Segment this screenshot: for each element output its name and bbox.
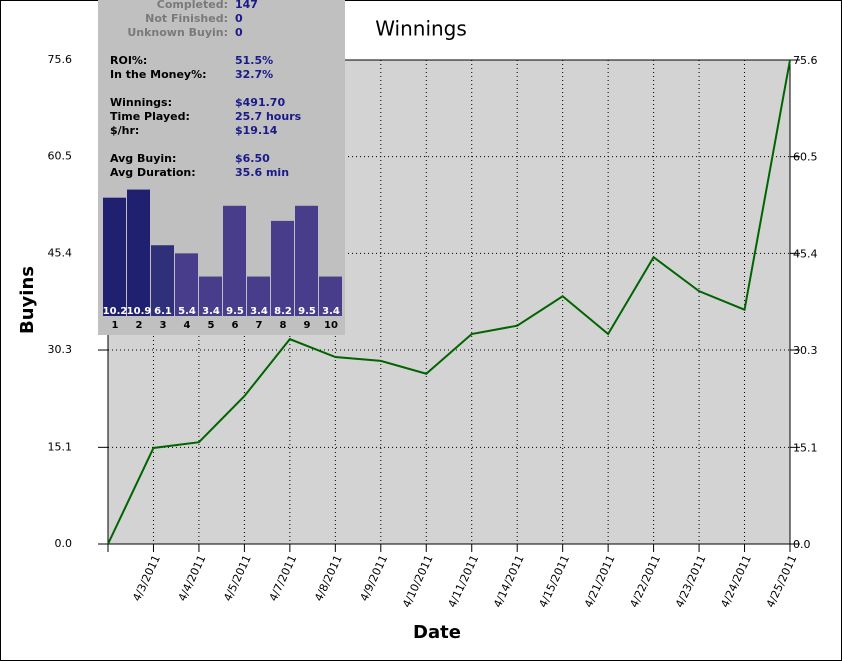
y-tick-label: 60.5 — [48, 150, 73, 163]
histogram-category-label: 3 — [160, 320, 167, 331]
histogram-bar — [295, 205, 318, 316]
stat-label: ROI%: — [110, 54, 147, 67]
histogram-value-label: 3.4 — [322, 306, 340, 317]
y-tick-label: 75.6 — [48, 53, 73, 66]
data-line — [107, 59, 791, 545]
histogram-category-label: 7 — [256, 320, 263, 331]
histogram-category-label: 5 — [208, 320, 215, 331]
stat-value: 147 — [235, 0, 258, 11]
histogram-category-label: 2 — [136, 320, 143, 331]
stat-value: 0 — [235, 12, 243, 25]
histogram-bar — [103, 197, 126, 316]
histogram-category-label: 9 — [304, 320, 311, 331]
histogram-bar — [199, 276, 222, 316]
stat-value: 35.6 min — [235, 166, 289, 179]
stat-label: In the Money%: — [110, 68, 207, 81]
stat-value: 51.5% — [235, 54, 273, 67]
histogram-category-label: 10 — [324, 320, 338, 331]
y-tick-label: 45.4 — [48, 246, 73, 259]
y2-tick-label: 15.1 — [793, 441, 818, 454]
stat-label: Unknown Buyin: — [127, 26, 228, 39]
y2-tick-label: 75.6 — [793, 54, 818, 67]
histogram-value-label: 6.1 — [154, 306, 172, 317]
histogram-bar — [319, 276, 342, 316]
histogram-value-label: 3.4 — [202, 306, 220, 317]
histogram-bar — [271, 220, 294, 316]
stat-value: 25.7 hours — [235, 110, 302, 123]
histogram-value-label: 9.5 — [298, 306, 316, 317]
stat-label: Time Played: — [110, 110, 190, 123]
histogram-bar — [127, 189, 150, 316]
chart-title: Winnings — [375, 17, 467, 41]
histogram-bar — [223, 205, 246, 316]
y-tick-label: 0.0 — [55, 537, 73, 550]
histogram-value-label: 8.2 — [274, 306, 292, 317]
stat-label: Winnings: — [110, 96, 172, 109]
stat-label: $/hr: — [110, 124, 139, 137]
stat-value: 0 — [235, 26, 243, 39]
y-tick-label: 30.3 — [48, 343, 73, 356]
y-axis-title: Buyins — [17, 266, 38, 334]
histogram-category-label: 6 — [232, 320, 239, 331]
histogram-category-label: 1 — [112, 320, 119, 331]
stat-value: $19.14 — [235, 124, 278, 137]
histogram-value-label: 5.4 — [178, 306, 196, 317]
x-axis-title: Date — [413, 622, 461, 643]
histogram-bar — [247, 276, 270, 316]
histogram-bar — [175, 253, 198, 316]
histogram-category-label: 4 — [184, 320, 191, 331]
y2-tick-label: 45.4 — [793, 247, 818, 260]
histogram-value-label: 9.5 — [226, 306, 244, 317]
stat-label: Completed: — [157, 0, 228, 11]
stat-value: $6.50 — [235, 152, 270, 165]
y2-tick-label: 60.5 — [793, 151, 818, 164]
y2-tick-label: 30.3 — [793, 344, 818, 357]
stat-value: $491.70 — [235, 96, 285, 109]
y2-tick-label: 0.0 — [793, 538, 811, 551]
stat-label: Avg Duration: — [110, 166, 196, 179]
stat-label: Not Finished: — [145, 12, 228, 25]
histogram-category-label: 8 — [280, 320, 287, 331]
histogram-value-label: 10.9 — [127, 306, 152, 317]
histogram-value-label: 3.4 — [250, 306, 268, 317]
stat-value: 32.7% — [235, 68, 273, 81]
y-tick-label: 15.1 — [48, 440, 73, 453]
stat-label: Avg Buyin: — [110, 152, 176, 165]
histogram-bar — [151, 245, 174, 316]
histogram-value-label: 10.2 — [103, 306, 128, 317]
